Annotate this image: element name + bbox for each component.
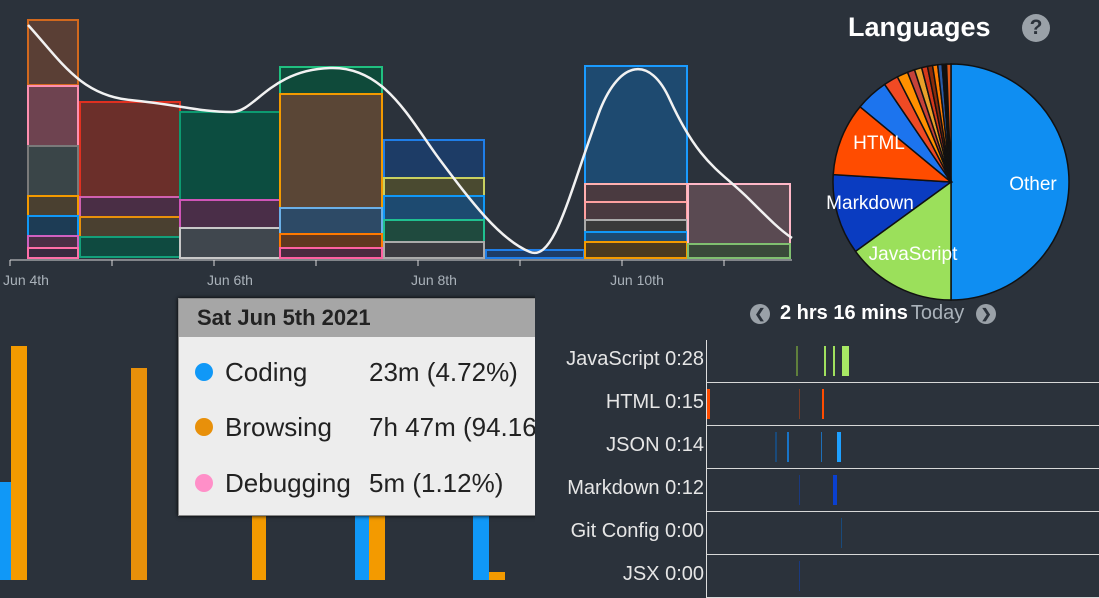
timeline-track — [706, 555, 1099, 598]
stack-segment[interactable] — [584, 183, 688, 203]
tooltip-row-value: 23m (4.72%) — [369, 357, 518, 387]
tooltip-row-label: Browsing — [225, 412, 332, 442]
activity-segment — [842, 346, 849, 376]
bar — [0, 482, 11, 580]
stack-segment[interactable] — [279, 93, 383, 209]
timeline-row-javascript[interactable]: JavaScript 0:28 — [536, 340, 1099, 383]
x-tick-label: Jun 8th — [411, 272, 457, 288]
day-tooltip: Sat Jun 5th 2021 Coding 23m (4.72%) Brows… — [178, 298, 535, 516]
timeline-row-label: JSON 0:14 — [606, 434, 704, 456]
stack-segment[interactable] — [584, 241, 688, 259]
pie-slice[interactable] — [945, 63, 952, 183]
bar — [355, 505, 369, 580]
activity-segment — [799, 475, 800, 505]
chevron-left-icon[interactable]: ❮ — [750, 303, 770, 324]
language-timeline: JavaScript 0:28 HTML 0:15 JSON 0:14 Mark… — [536, 340, 1099, 598]
stack-segment[interactable] — [179, 227, 281, 259]
stack-segment[interactable] — [279, 247, 383, 259]
timeline-track — [706, 512, 1099, 555]
timeline-row-markdown[interactable]: Markdown 0:12 — [536, 469, 1099, 512]
bar — [131, 368, 147, 580]
timeline-row-jsx[interactable]: JSX 0:00 — [536, 555, 1099, 598]
x-tick-label: Jun 6th — [207, 272, 253, 288]
timeline-track — [706, 469, 1099, 512]
activity-segment — [821, 432, 822, 462]
stack-segment[interactable] — [584, 201, 688, 221]
pie-slice[interactable] — [832, 173, 954, 253]
category-bar-chart — [0, 346, 505, 580]
pie-label-markdown: Markdown — [826, 193, 914, 214]
activity-segment — [775, 432, 777, 462]
stack-segment[interactable] — [584, 219, 688, 233]
trend-curve — [27, 24, 793, 255]
stack-segment[interactable] — [687, 183, 791, 245]
pie-slice[interactable] — [854, 180, 952, 301]
tooltip-row: Browsing 7h 47m (94.16%) — [195, 411, 535, 443]
timeline-row-label: Markdown 0:12 — [567, 477, 704, 499]
activity-segment — [824, 346, 826, 376]
bar — [473, 510, 489, 580]
tooltip-clip: Sat Jun 5th 2021 Coding 23m (4.72%) Brows… — [0, 0, 535, 580]
pie-label-html: HTML — [853, 133, 905, 154]
legend-dot-coding — [195, 363, 213, 382]
stack-segment[interactable] — [584, 65, 688, 185]
stack-segment[interactable] — [79, 101, 181, 198]
bar — [252, 510, 266, 580]
stack-segment[interactable] — [584, 231, 688, 243]
total-duration: 2 hrs 16 mins — [780, 302, 908, 324]
legend-dot-debugging — [195, 474, 213, 493]
tooltip-row-label: Debugging — [225, 468, 351, 498]
languages-title: Languages — [848, 12, 991, 42]
stack-segment[interactable] — [687, 243, 791, 259]
timeline-track — [706, 426, 1099, 469]
timeline-row-git-config[interactable]: Git Config 0:00 — [536, 512, 1099, 555]
tooltip-row-value: 7h 47m (94.16%) — [369, 412, 535, 442]
activity-segment — [787, 432, 789, 462]
activity-segment — [796, 346, 798, 376]
bar — [11, 346, 27, 580]
tooltip-row-label: Coding — [225, 357, 308, 387]
legend-dot-browsing — [195, 418, 213, 437]
pie-slice[interactable] — [832, 105, 954, 183]
timeline-track — [706, 383, 1099, 426]
bar — [369, 505, 385, 580]
stack-segment[interactable] — [383, 241, 485, 259]
activity-segment — [822, 389, 824, 419]
timeline-row-label: JSX 0:00 — [622, 563, 704, 585]
timeline-row-html[interactable]: HTML 0:15 — [536, 383, 1099, 426]
x-tick-label: Jun 4th — [3, 272, 49, 288]
activity-segment — [837, 432, 841, 462]
timeline-row-json[interactable]: JSON 0:14 — [536, 426, 1099, 469]
timeline-row-label: JavaScript 0:28 — [566, 348, 704, 370]
stack-segment[interactable] — [383, 139, 485, 179]
tooltip-row: Debugging 5m (1.12%) — [195, 467, 503, 499]
timeline-track — [706, 340, 1099, 383]
stack-segment[interactable] — [279, 66, 383, 95]
tooltip-date: Sat Jun 5th 2021 — [179, 299, 535, 337]
pie-label-javascript: JavaScript — [869, 244, 958, 265]
timeline-nav: ❮ 2 hrs 16 mins Today ❯ — [750, 302, 997, 325]
chevron-right-icon[interactable]: ❯ — [976, 303, 997, 324]
activity-segment — [799, 389, 800, 419]
activity-segment — [841, 518, 842, 548]
activity-segment — [833, 346, 835, 376]
activity-segment — [707, 389, 710, 419]
period-label: Today — [910, 302, 965, 324]
pie-slice[interactable] — [950, 63, 1070, 301]
question-circle-icon[interactable]: ? — [1022, 14, 1050, 42]
pie-label-other: Other — [1009, 174, 1057, 195]
activity-segment — [799, 561, 800, 591]
bar — [489, 572, 505, 580]
x-tick-label: Jun 10th — [610, 272, 664, 288]
tooltip-row: Coding 23m (4.72%) — [195, 356, 518, 388]
languages-pie-chart: Other JavaScript Markdown HTML — [826, 63, 1070, 301]
tooltip-row-value: 5m (1.12%) — [369, 468, 504, 498]
timeline-row-label: HTML 0:15 — [605, 391, 704, 413]
timeline-row-label: Git Config 0:00 — [570, 520, 704, 542]
daily-stack-chart: Jun 4th Jun 6th Jun 8th Jun 10th — [3, 19, 793, 288]
stack-segment[interactable] — [27, 247, 79, 259]
activity-segment — [833, 475, 837, 505]
stack-segment[interactable] — [279, 207, 383, 235]
